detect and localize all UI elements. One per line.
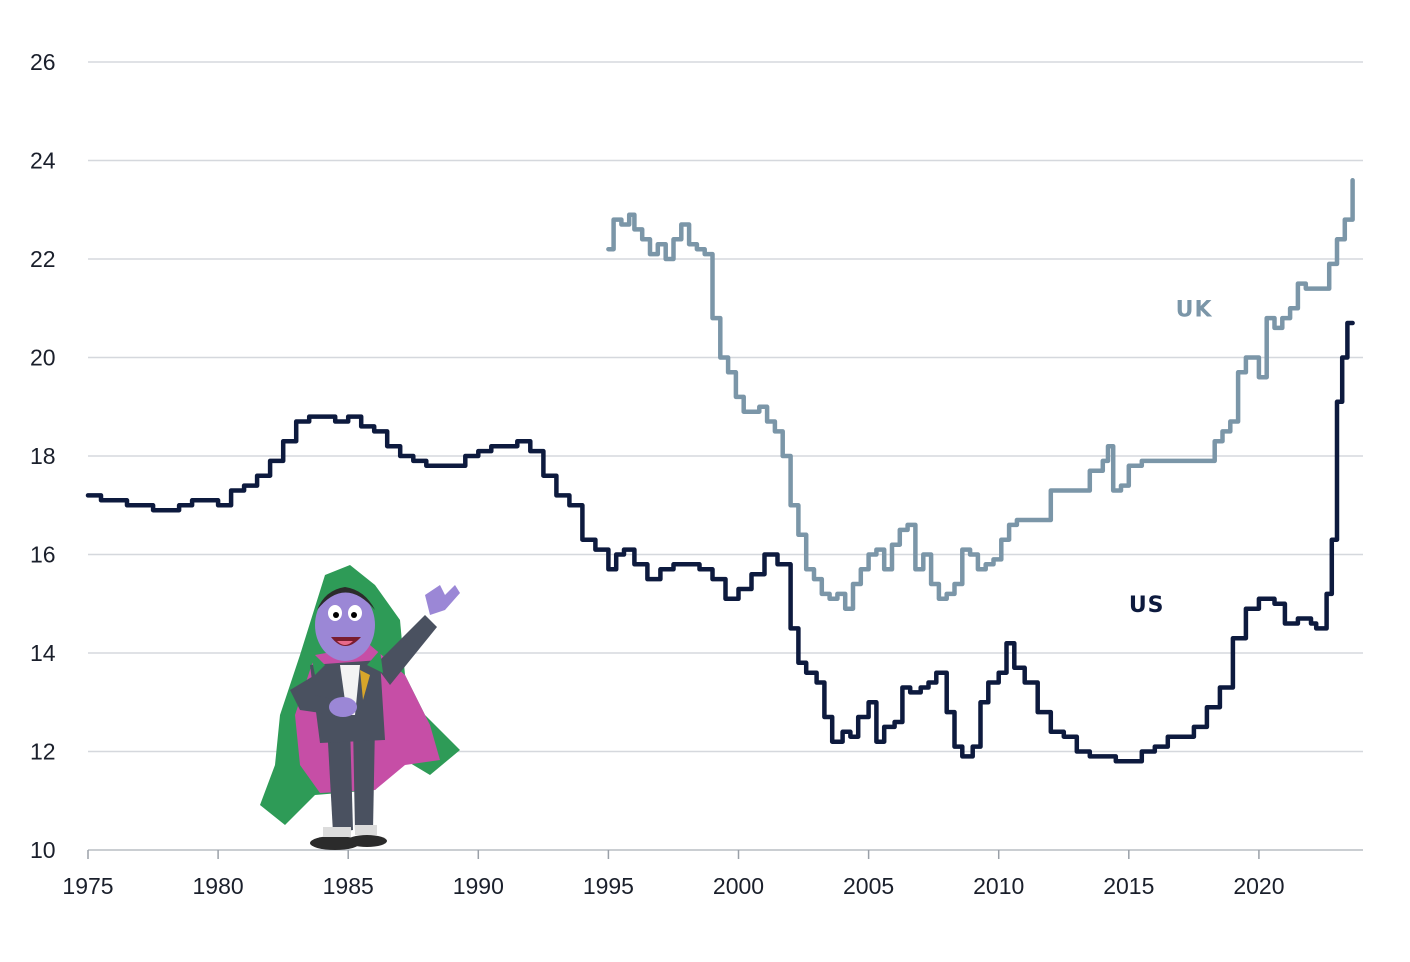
x-tick-label: 2000 [713,873,764,899]
y-axis-tick-labels: 10 12 14 16 18 20 22 24 26 [30,49,56,863]
y-tick-label: 24 [30,148,56,174]
x-tick-label: 2020 [1233,873,1284,899]
x-tick-label: 1985 [323,873,374,899]
y-tick-label: 22 [30,246,56,272]
y-tick-label: 12 [30,739,56,765]
x-tick-label: 2010 [973,873,1024,899]
grid-lines [88,61,1363,753]
y-tick-label: 14 [30,640,56,666]
series-line-us [85,320,1355,764]
x-tick-label: 1975 [62,873,113,899]
x-tick-label: 2005 [843,873,894,899]
series-direct-labels: UK US [1129,297,1213,618]
x-tick-label: 1995 [583,873,634,899]
y-tick-label: 18 [30,443,56,469]
x-tick-label: 1980 [193,873,244,899]
x-axis-tick-labels: 1975 1980 1985 1990 1995 2000 2005 2010 2015 2020 [62,873,1284,899]
y-tick-label: 10 [30,837,56,863]
y-tick-label: 16 [30,542,56,568]
series-label-us: US [1129,593,1165,618]
series-line-uk [606,177,1355,611]
cartoon-vampire-count-icon [260,565,460,850]
x-axis [87,849,1363,859]
x-tick-label: 2015 [1103,873,1154,899]
series-lines [85,177,1355,764]
y-tick-label: 26 [30,49,56,75]
series-label-uk: UK [1176,297,1213,322]
x-tick-label: 1990 [453,873,504,899]
y-tick-label: 20 [30,345,56,371]
